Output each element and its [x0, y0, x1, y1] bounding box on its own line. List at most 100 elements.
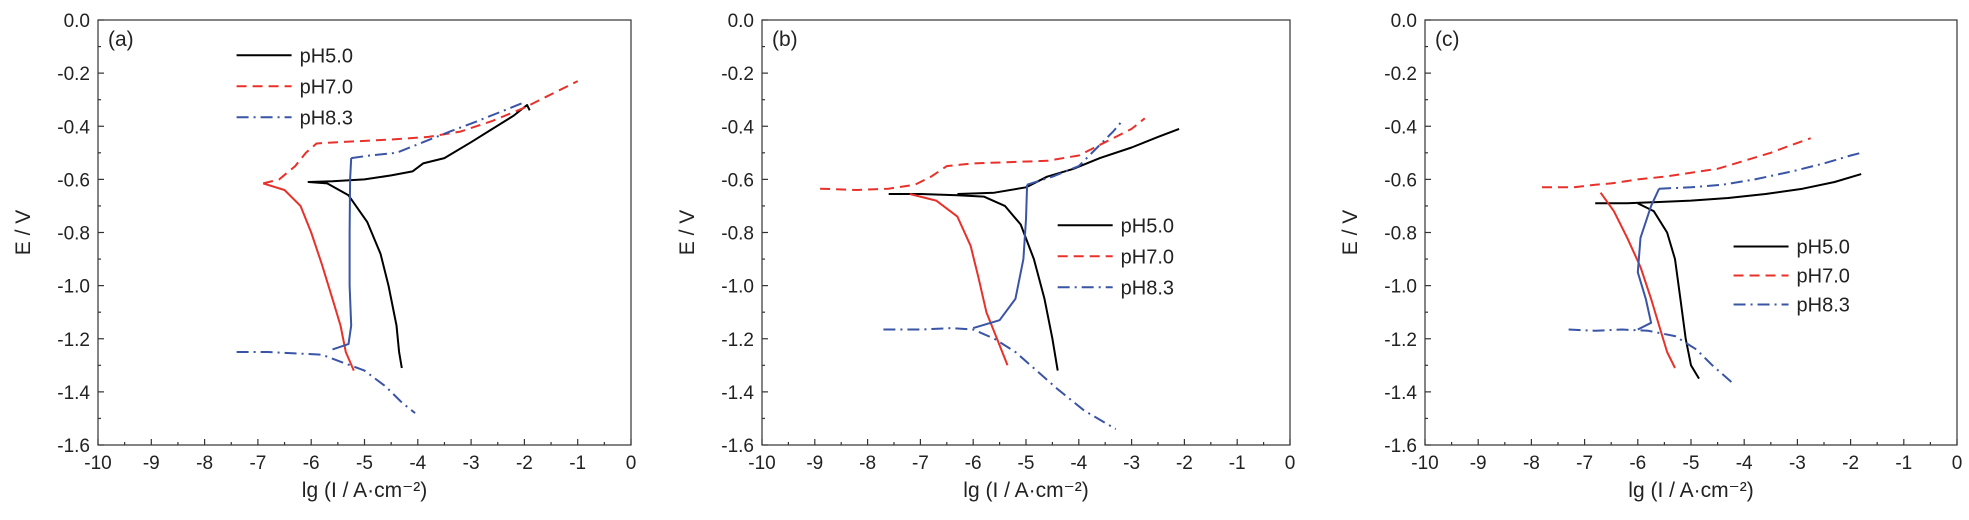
series-line [957, 127, 1180, 195]
y-tick-label: 0.0 [1391, 11, 1417, 32]
y-tick-label: -1.0 [721, 277, 754, 298]
x-axis-title: lg (I / A·cm⁻²) [1628, 479, 1753, 502]
x-tick-label: -3 [463, 453, 480, 474]
x-tick-label: -5 [1683, 453, 1700, 474]
x-tick-label: -7 [249, 453, 266, 474]
series-line-pH83 [1568, 328, 1735, 385]
panel-label: (a) [108, 28, 134, 51]
x-tick-label: -7 [912, 453, 929, 474]
legend-label: pH8.3 [1797, 295, 1850, 317]
legend-label: pH7.0 [1121, 246, 1174, 268]
y-tick-label: -1.2 [57, 330, 90, 351]
series-line [1637, 202, 1700, 380]
x-axis-title: lg (I / A·cm⁻²) [302, 479, 427, 502]
x-tick-label: -7 [1576, 453, 1593, 474]
y-tick-label: -1.4 [721, 383, 754, 404]
y-tick-label: 0.0 [728, 11, 754, 32]
legend: pH5.0 pH7.0 pH8.3 [1733, 237, 1850, 317]
series-line [1026, 121, 1122, 186]
y-tick-label: -0.6 [57, 170, 90, 191]
x-tick-label: -2 [516, 453, 533, 474]
y-tick-label: -1.6 [721, 436, 754, 457]
y-tick-label: -0.8 [57, 224, 90, 245]
x-tick-label: 0 [1285, 453, 1296, 474]
y-tick-label: -1.6 [57, 436, 90, 457]
x-tick-label: -4 [409, 453, 426, 474]
x-tick-label: -8 [1523, 453, 1540, 474]
plot-frame [97, 19, 632, 446]
y-tick-label: -1.6 [1384, 436, 1417, 457]
series-line-pH83 [351, 101, 525, 160]
y-tick-label: -1.0 [1384, 277, 1417, 298]
y-tick-label: -0.8 [1384, 224, 1417, 245]
x-tick-label: -2 [1176, 453, 1193, 474]
legend-label: pH5.0 [300, 45, 353, 67]
y-tick-label: -0.8 [721, 224, 754, 245]
y-tick-label: -1.4 [57, 383, 90, 404]
y-tick-label: -0.4 [57, 117, 90, 138]
legend-label: pH7.0 [300, 76, 353, 98]
x-tick-label: -1 [1895, 453, 1912, 474]
legend-label: pH7.0 [1797, 266, 1850, 288]
series-line [262, 182, 355, 371]
y-tick-label: 0.0 [64, 11, 90, 32]
x-tick-label: -3 [1789, 453, 1806, 474]
series-line [332, 158, 353, 351]
series-line-pH50 [307, 104, 531, 369]
x-tick-label: -6 [965, 453, 982, 474]
series-line-pH83 [883, 327, 1117, 430]
series-line-pH50 [1595, 173, 1862, 205]
legend-label: pH8.3 [1121, 277, 1174, 299]
x-tick-label: -10 [84, 453, 111, 474]
x-tick-label: 0 [1952, 453, 1963, 474]
series-line-pH70 [820, 117, 1146, 191]
x-tick-label: -8 [196, 453, 213, 474]
series-line-pH50 [888, 193, 1059, 371]
y-tick-label: -0.2 [57, 64, 90, 85]
y-axis-title: E / V [12, 210, 35, 256]
y-tick-label: -0.2 [721, 64, 754, 85]
chart-panel-2: -10 -9 -8 -7 -6 -5 -4 -3 -2 -1 00.0-0.2-0.4-0.6-0.… [676, 11, 1295, 502]
series-line [909, 193, 1009, 366]
x-tick-label: -8 [859, 453, 876, 474]
x-tick-label: -9 [1470, 453, 1487, 474]
series-line-pH70 [1542, 137, 1812, 189]
y-tick-label: -0.6 [1384, 170, 1417, 191]
y-tick-label: -1.2 [721, 330, 754, 351]
chart-panel-1: -10 -9 -8 -7 -6 -5 -4 -3 -2 -1 00.0-0.2-0.4-0.6-0.… [12, 11, 636, 502]
legend-label: pH5.0 [1797, 237, 1850, 259]
legend: pH5.0 pH7.0 pH8.3 [1057, 215, 1174, 299]
x-tick-label: -4 [1736, 453, 1753, 474]
series-line [236, 351, 416, 414]
y-axis-title: E / V [676, 210, 699, 256]
x-axis-title: lg (I / A·cm⁻²) [963, 479, 1088, 502]
series-line [972, 184, 1029, 330]
x-tick-label: -10 [748, 453, 775, 474]
x-tick-label: -9 [143, 453, 160, 474]
x-tick-label: -5 [356, 453, 373, 474]
x-tick-label: -1 [1229, 453, 1246, 474]
x-tick-label: -6 [303, 453, 320, 474]
panel-label: (b) [772, 28, 798, 51]
plot-frame [1424, 19, 1958, 446]
y-tick-label: -1.4 [1384, 383, 1417, 404]
x-tick-label: -10 [1411, 453, 1438, 474]
legend-label: pH8.3 [300, 107, 353, 129]
series-line [1636, 188, 1661, 331]
x-tick-label: -3 [1123, 453, 1140, 474]
y-tick-label: -0.2 [1384, 64, 1417, 85]
chart-panel-3: -10 -9 -8 -7 -6 -5 -4 -3 -2 -1 00.0-0.2-0.4-0.6-0.… [1339, 11, 1962, 502]
x-tick-label: -2 [1842, 453, 1859, 474]
legend-label: pH5.0 [1121, 215, 1174, 237]
y-tick-label: -0.6 [721, 170, 754, 191]
y-tick-label: -1.2 [1384, 330, 1417, 351]
y-tick-label: -1.0 [57, 277, 90, 298]
legend: pH5.0 pH7.0 pH8.3 [236, 45, 353, 129]
panel-label: (c) [1435, 28, 1460, 51]
y-tick-label: -0.4 [1384, 117, 1417, 138]
x-tick-label: -1 [569, 453, 586, 474]
x-tick-label: -4 [1070, 453, 1087, 474]
x-tick-label: -6 [1629, 453, 1646, 474]
x-tick-label: -9 [806, 453, 823, 474]
